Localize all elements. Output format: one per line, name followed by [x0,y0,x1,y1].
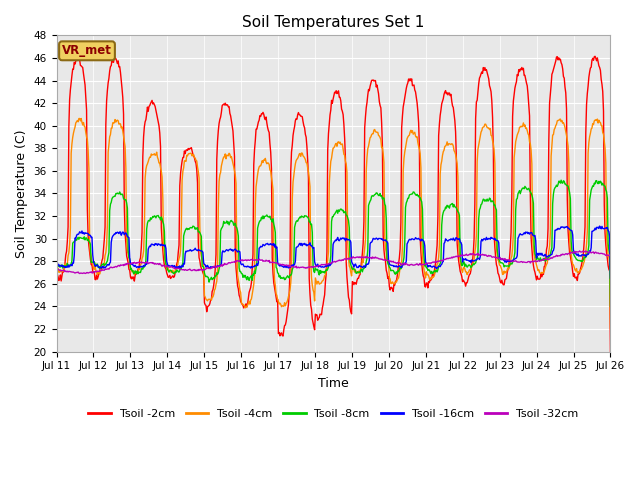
Tsoil -16cm [401,262,408,267]
Tsoil -8cm [401,240,408,246]
Tsoil -16cm [417,238,425,244]
Tsoil -4cm [63,262,70,267]
Title: Soil Temperatures Set 1: Soil Temperatures Set 1 [243,15,425,30]
Tsoil -2cm [63,249,70,254]
Tsoil -2cm [418,260,426,266]
Tsoil -8cm [176,268,184,274]
Text: VR_met: VR_met [62,44,112,57]
Tsoil -2cm [607,348,614,354]
Tsoil -16cm [596,223,604,229]
Tsoil -2cm [206,301,214,307]
Tsoil -2cm [52,273,60,279]
Line: Tsoil -4cm: Tsoil -4cm [56,119,611,329]
Tsoil -4cm [206,296,214,302]
Tsoil -16cm [607,275,614,281]
Tsoil -2cm [177,171,184,177]
Tsoil -32cm [52,266,60,272]
Tsoil -32cm [402,261,410,266]
Line: Tsoil -16cm: Tsoil -16cm [56,226,611,278]
Line: Tsoil -32cm: Tsoil -32cm [56,251,611,274]
Tsoil -16cm [63,264,70,270]
Tsoil -4cm [52,262,60,267]
Tsoil -16cm [52,260,60,266]
Line: Tsoil -8cm: Tsoil -8cm [56,180,611,306]
Tsoil -4cm [418,240,426,246]
Tsoil -8cm [607,303,614,309]
Tsoil -2cm [402,89,410,95]
Tsoil -8cm [63,264,70,270]
Tsoil -4cm [177,247,184,253]
Y-axis label: Soil Temperature (C): Soil Temperature (C) [15,129,28,258]
Tsoil -32cm [120,262,128,267]
Tsoil -4cm [402,145,410,151]
Tsoil -8cm [557,177,565,183]
Tsoil -32cm [63,269,70,275]
Tsoil -4cm [77,116,85,121]
Tsoil -32cm [576,248,584,254]
Tsoil -16cm [120,229,127,235]
Tsoil -32cm [206,265,214,271]
Tsoil -8cm [52,264,60,269]
Tsoil -16cm [205,265,213,271]
Tsoil -8cm [417,197,425,203]
Tsoil -4cm [120,139,128,144]
Legend: Tsoil -2cm, Tsoil -4cm, Tsoil -8cm, Tsoil -16cm, Tsoil -32cm: Tsoil -2cm, Tsoil -4cm, Tsoil -8cm, Tsoi… [84,405,583,423]
Tsoil -32cm [177,266,184,272]
Tsoil -2cm [111,53,118,59]
Tsoil -8cm [120,196,127,202]
Tsoil -32cm [418,262,426,267]
Tsoil -4cm [607,326,614,332]
X-axis label: Time: Time [318,377,349,390]
Tsoil -32cm [76,271,83,276]
Line: Tsoil -2cm: Tsoil -2cm [56,56,611,351]
Tsoil -2cm [120,204,128,210]
Tsoil -32cm [607,253,614,259]
Tsoil -16cm [176,263,184,269]
Tsoil -8cm [205,279,213,285]
